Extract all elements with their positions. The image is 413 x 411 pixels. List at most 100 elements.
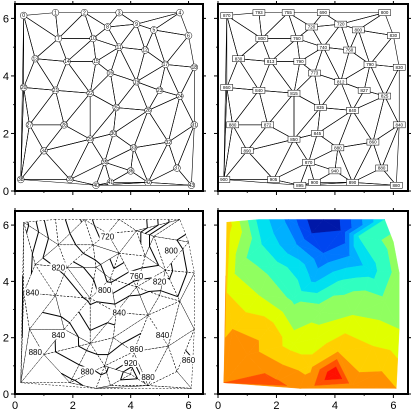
node-number: 10	[90, 36, 96, 42]
contour-segment	[35, 221, 40, 233]
contour-segment	[129, 294, 140, 297]
node-number: 32	[166, 140, 172, 146]
data-value: 720	[308, 25, 316, 30]
contour-segment	[107, 343, 123, 355]
data-box	[305, 23, 318, 31]
contour-label-bg	[128, 270, 145, 280]
data-box	[387, 32, 400, 39]
data-box	[252, 9, 266, 16]
triangle-edge	[153, 219, 189, 243]
x-tick-label: 4	[332, 400, 338, 411]
data-value: 880	[334, 145, 342, 150]
contour-segment	[121, 333, 142, 345]
triangle-edge	[83, 12, 120, 28]
node-number: 12	[142, 48, 148, 54]
contour-segment	[74, 379, 84, 386]
data-box	[308, 179, 321, 186]
contour-segment	[64, 219, 71, 234]
node-number: 16	[108, 71, 114, 77]
data-box	[220, 84, 234, 91]
triangle-edge	[104, 337, 135, 367]
triangle-edge	[261, 38, 298, 63]
contour-label-bg	[140, 372, 157, 382]
data-value: 900	[220, 177, 228, 182]
node-number: 25	[113, 105, 119, 111]
data-value: 773	[311, 71, 319, 76]
node-number: 6	[187, 33, 190, 39]
node-marker	[190, 121, 198, 129]
filled-band	[278, 370, 306, 389]
contour-label-bg	[111, 307, 128, 317]
contour-segment	[61, 372, 73, 380]
data-value: 790	[366, 62, 374, 67]
node-number: 1	[54, 10, 57, 16]
data-box	[264, 58, 277, 65]
node-marker	[176, 92, 184, 100]
triangle-edge	[95, 46, 120, 74]
triangle-edge	[135, 63, 166, 91]
node-number: 27	[27, 123, 33, 129]
contour-segment	[148, 290, 161, 293]
contour-segment	[69, 322, 79, 338]
triangle-edge	[246, 124, 295, 152]
panel-filled-contours: 0 2 4 6	[214, 208, 411, 411]
x-tick-label: 4	[128, 400, 134, 411]
node-marker	[86, 135, 94, 143]
contour-segment	[93, 225, 101, 240]
data-box	[366, 138, 380, 146]
contour-label-bg	[128, 343, 145, 353]
triangle-edge	[133, 109, 169, 149]
data-box	[293, 58, 307, 65]
node-number: 4	[178, 10, 181, 16]
triangle-edge	[147, 141, 178, 184]
triangle-edge	[372, 124, 400, 169]
triangle-edge	[110, 278, 137, 313]
node-number: 5	[152, 28, 155, 34]
data-box	[287, 135, 301, 143]
data-value: 760	[293, 36, 301, 41]
triangle-edge	[144, 235, 166, 271]
node-marker	[25, 121, 34, 129]
contour-segment	[176, 234, 186, 241]
triangle-edge	[313, 170, 354, 183]
contour-segment	[69, 233, 77, 246]
contour-segment	[109, 258, 115, 269]
node-number: 14	[64, 59, 70, 65]
contour-segment	[94, 370, 102, 376]
filled-band	[324, 374, 343, 381]
node-marker	[80, 8, 89, 17]
triangle-edge	[43, 328, 91, 356]
node-marker	[101, 158, 109, 166]
data-box	[346, 107, 359, 114]
triangle-edge	[293, 60, 315, 95]
triangle-edge	[153, 12, 190, 37]
x-tick-label: 2	[70, 400, 76, 411]
y-tick-label: 6	[3, 13, 9, 25]
x-tick-label: 6	[185, 400, 191, 411]
triangle-edge	[118, 23, 146, 51]
triangle-edge	[43, 124, 92, 152]
contour-segment	[31, 231, 40, 255]
triangle-edge	[381, 124, 400, 187]
node-marker	[17, 175, 25, 184]
triangle-edge	[232, 89, 269, 126]
triangle-edge	[269, 37, 301, 62]
data-box	[390, 181, 403, 189]
node-marker	[92, 57, 100, 66]
triangle-edge	[55, 60, 91, 94]
node-number: 39	[67, 177, 73, 183]
data-value: 890	[349, 180, 357, 185]
data-box	[392, 121, 406, 129]
triangle-edge	[112, 107, 149, 135]
contour-label-bg	[99, 231, 116, 241]
data-box	[220, 12, 234, 19]
contour-segment	[140, 227, 148, 233]
contour-label: 820	[52, 263, 66, 272]
triangle-edge	[136, 255, 166, 288]
contour-segment	[89, 301, 97, 306]
node-marker	[184, 31, 193, 40]
node-number: 35	[102, 160, 108, 166]
contour-segment	[139, 291, 149, 296]
triangle-edge	[144, 29, 166, 66]
contour-segment	[107, 322, 115, 326]
